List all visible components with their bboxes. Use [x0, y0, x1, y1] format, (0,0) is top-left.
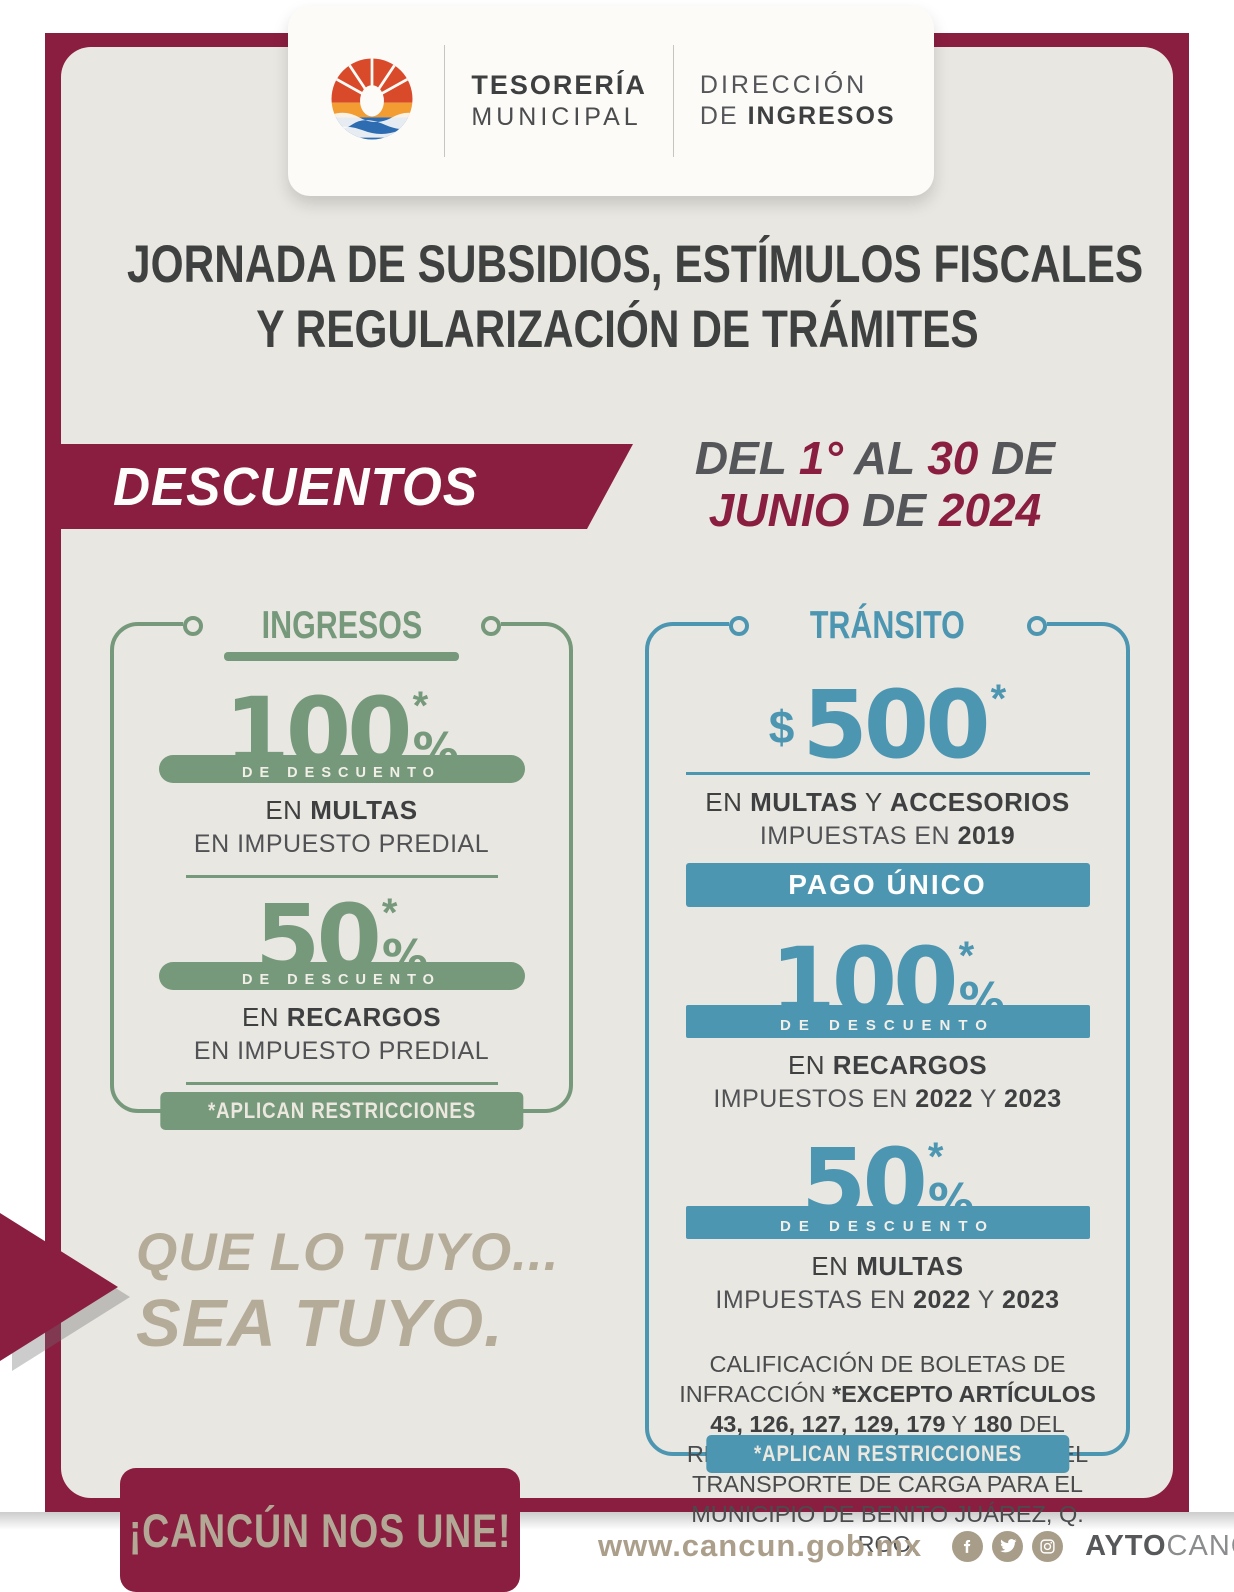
discount-line2: IMPUESTAS EN 2019 [759, 822, 1016, 850]
pago-unico-bar: PAGO ÚNICO [685, 863, 1090, 907]
page-title: JORNADA DE SUBSIDIOS, ESTÍMULOS FISCALES… [0, 233, 1234, 362]
discount-line1: EN RECARGOS [241, 1002, 442, 1032]
discount-bar: DE DESCUENTO [158, 755, 525, 783]
discount-bar: DE DESCUENTO [685, 1206, 1090, 1239]
discount-value: 100 * % [224, 677, 459, 787]
panel-ingresos-title: INGRESOS [261, 604, 422, 647]
panel-ingresos-header: INGRESOS [182, 600, 501, 652]
discount-number: 50 [255, 884, 382, 994]
infraction-note: CALIFICACIÓN DE BOLETAS DE INFRACCIÓN *E… [679, 1351, 1096, 1558]
cancun-nos-une-badge: ¡CANCÚN NOS UNE! [120, 1468, 520, 1592]
page-title-line2: Y REGULARIZACIÓN DE TRÁMITES [255, 299, 979, 359]
date-line2: JUNIO DE 2024 [708, 484, 1042, 537]
arrow-right-icon [0, 1213, 118, 1361]
facebook-icon[interactable] [952, 1530, 984, 1562]
percent-sign: % [381, 930, 428, 985]
discount-number: 50 [801, 1128, 928, 1238]
panel-transito: TRÁNSITO $ 500 * EN MULTAS Y ACCESORIOS … [645, 600, 1130, 1557]
discount-value: $ 500 * [768, 670, 1007, 780]
descuentos-label: DESCUENTOS [113, 456, 478, 517]
discount-number: 100 [770, 927, 958, 1037]
discount-line2: EN IMPUESTO PREDIAL [193, 830, 490, 858]
twitter-icon[interactable] [992, 1530, 1024, 1562]
panel-transito-title: TRÁNSITO [810, 604, 965, 647]
discount-value: 100 * % [770, 927, 1005, 1037]
cancun-sun-wave-logo [326, 53, 418, 150]
asterisk: * [412, 684, 429, 728]
discount-line1: EN MULTAS [811, 1251, 964, 1281]
asterisk: * [990, 677, 1007, 721]
website-link[interactable]: www.cancun.gob.mx [598, 1528, 923, 1563]
discount-value: 50 * % [255, 884, 428, 994]
tagline: QUE LO TUYO... SEA TUYO. [136, 1222, 616, 1362]
restrictions-label: *APLICAN RESTRICCIONES [753, 1441, 1022, 1466]
panel-ingresos: INGRESOS 100 * % DE DESCUENTO EN MULTAS … [110, 600, 573, 1130]
percent-sign: % [958, 973, 1005, 1028]
ring-icon [728, 616, 749, 636]
page-title-line1: JORNADA DE SUBSIDIOS, ESTÍMULOS FISCALES [127, 235, 1144, 294]
asterisk: * [958, 934, 975, 978]
discount-value: 50 * % [801, 1128, 974, 1238]
ring-icon [480, 616, 501, 636]
org-ingresos: DIRECCIÓN DE INGRESOS [700, 70, 896, 133]
discount-line2: EN IMPUESTO PREDIAL [193, 1037, 490, 1065]
discount-500-multas: $ 500 * EN MULTAS Y ACCESORIOS IMPUESTAS… [685, 670, 1090, 907]
divider [185, 1082, 498, 1085]
discount-bar: DE DESCUENTO [685, 1005, 1090, 1038]
discount-100-recargos: 100 * % DE DESCUENTO EN RECARGOS IMPUEST… [685, 927, 1090, 1114]
discount-50-predial: 50 * % DE DESCUENTO EN RECARGOS EN IMPUE… [158, 884, 525, 1085]
percent-sign: % [412, 723, 459, 778]
divider [685, 772, 1090, 775]
org-tesoreria-line2: MUNICIPAL [471, 103, 642, 132]
title-underline [224, 652, 459, 661]
instagram-icon[interactable] [1032, 1530, 1064, 1562]
tagline-line1: QUE LO TUYO... [136, 1223, 560, 1282]
restrictions-badge: *APLICAN RESTRICCIONES [705, 1435, 1070, 1473]
discount-number: 100 [224, 677, 412, 787]
org-ingresos-line2: DE INGRESOS [699, 102, 896, 130]
ayto-cancun-handle: AYTOCANCUN [1085, 1529, 1234, 1562]
header-divider [444, 45, 446, 157]
date-line1: DEL 1° AL 30 DE [694, 432, 1056, 484]
ring-icon [182, 616, 203, 636]
cancun-slogan: ¡CANCÚN NOS UNE! [128, 1503, 512, 1557]
discount-100-predial: 100 * % DE DESCUENTO EN MULTAS EN IMPUES… [158, 677, 525, 878]
asterisk: * [381, 891, 398, 935]
discount-line1: EN MULTAS Y ACCESORIOS [705, 787, 1070, 817]
header-card: TESORERÍA MUNICIPAL DIRECCIÓN DE INGRESO… [288, 6, 934, 196]
divider [185, 875, 498, 878]
header-divider [672, 45, 674, 157]
panel-transito-header: TRÁNSITO [728, 600, 1047, 652]
discount-line2: IMPUESTAS EN 2022 Y 2023 [715, 1286, 1060, 1314]
discount-line1: EN RECARGOS [787, 1050, 988, 1080]
footer-bar: www.cancun.gob.mx AYTOCANCUN [598, 1528, 1234, 1564]
currency-sign: $ [768, 701, 795, 753]
org-ingresos-line1: DIRECCIÓN [699, 70, 868, 99]
discount-line2: IMPUESTOS EN 2022 Y 2023 [713, 1085, 1062, 1113]
date-range: DEL 1° AL 30 DE JUNIO DE 2024 [645, 432, 1105, 537]
ring-icon [1026, 616, 1047, 636]
asterisk: * [927, 1135, 944, 1179]
restrictions-badge: *APLICAN RESTRICCIONES [159, 1092, 524, 1130]
tagline-line2: SEA TUYO. [136, 1286, 504, 1361]
descuentos-ribbon: DESCUENTOS [45, 444, 633, 529]
discount-line1: EN MULTAS [265, 795, 418, 825]
org-tesoreria-line1: TESORERÍA [471, 69, 647, 100]
discount-50-multas: 50 * % DE DESCUENTO EN MULTAS IMPUESTAS … [685, 1128, 1090, 1315]
discount-bar: DE DESCUENTO [158, 962, 525, 990]
org-tesoreria: TESORERÍA MUNICIPAL [471, 69, 647, 134]
social-links [952, 1530, 1064, 1562]
restrictions-label: *APLICAN RESTRICCIONES [207, 1098, 476, 1123]
discount-number: 500 [802, 670, 990, 780]
percent-sign: % [927, 1174, 974, 1229]
